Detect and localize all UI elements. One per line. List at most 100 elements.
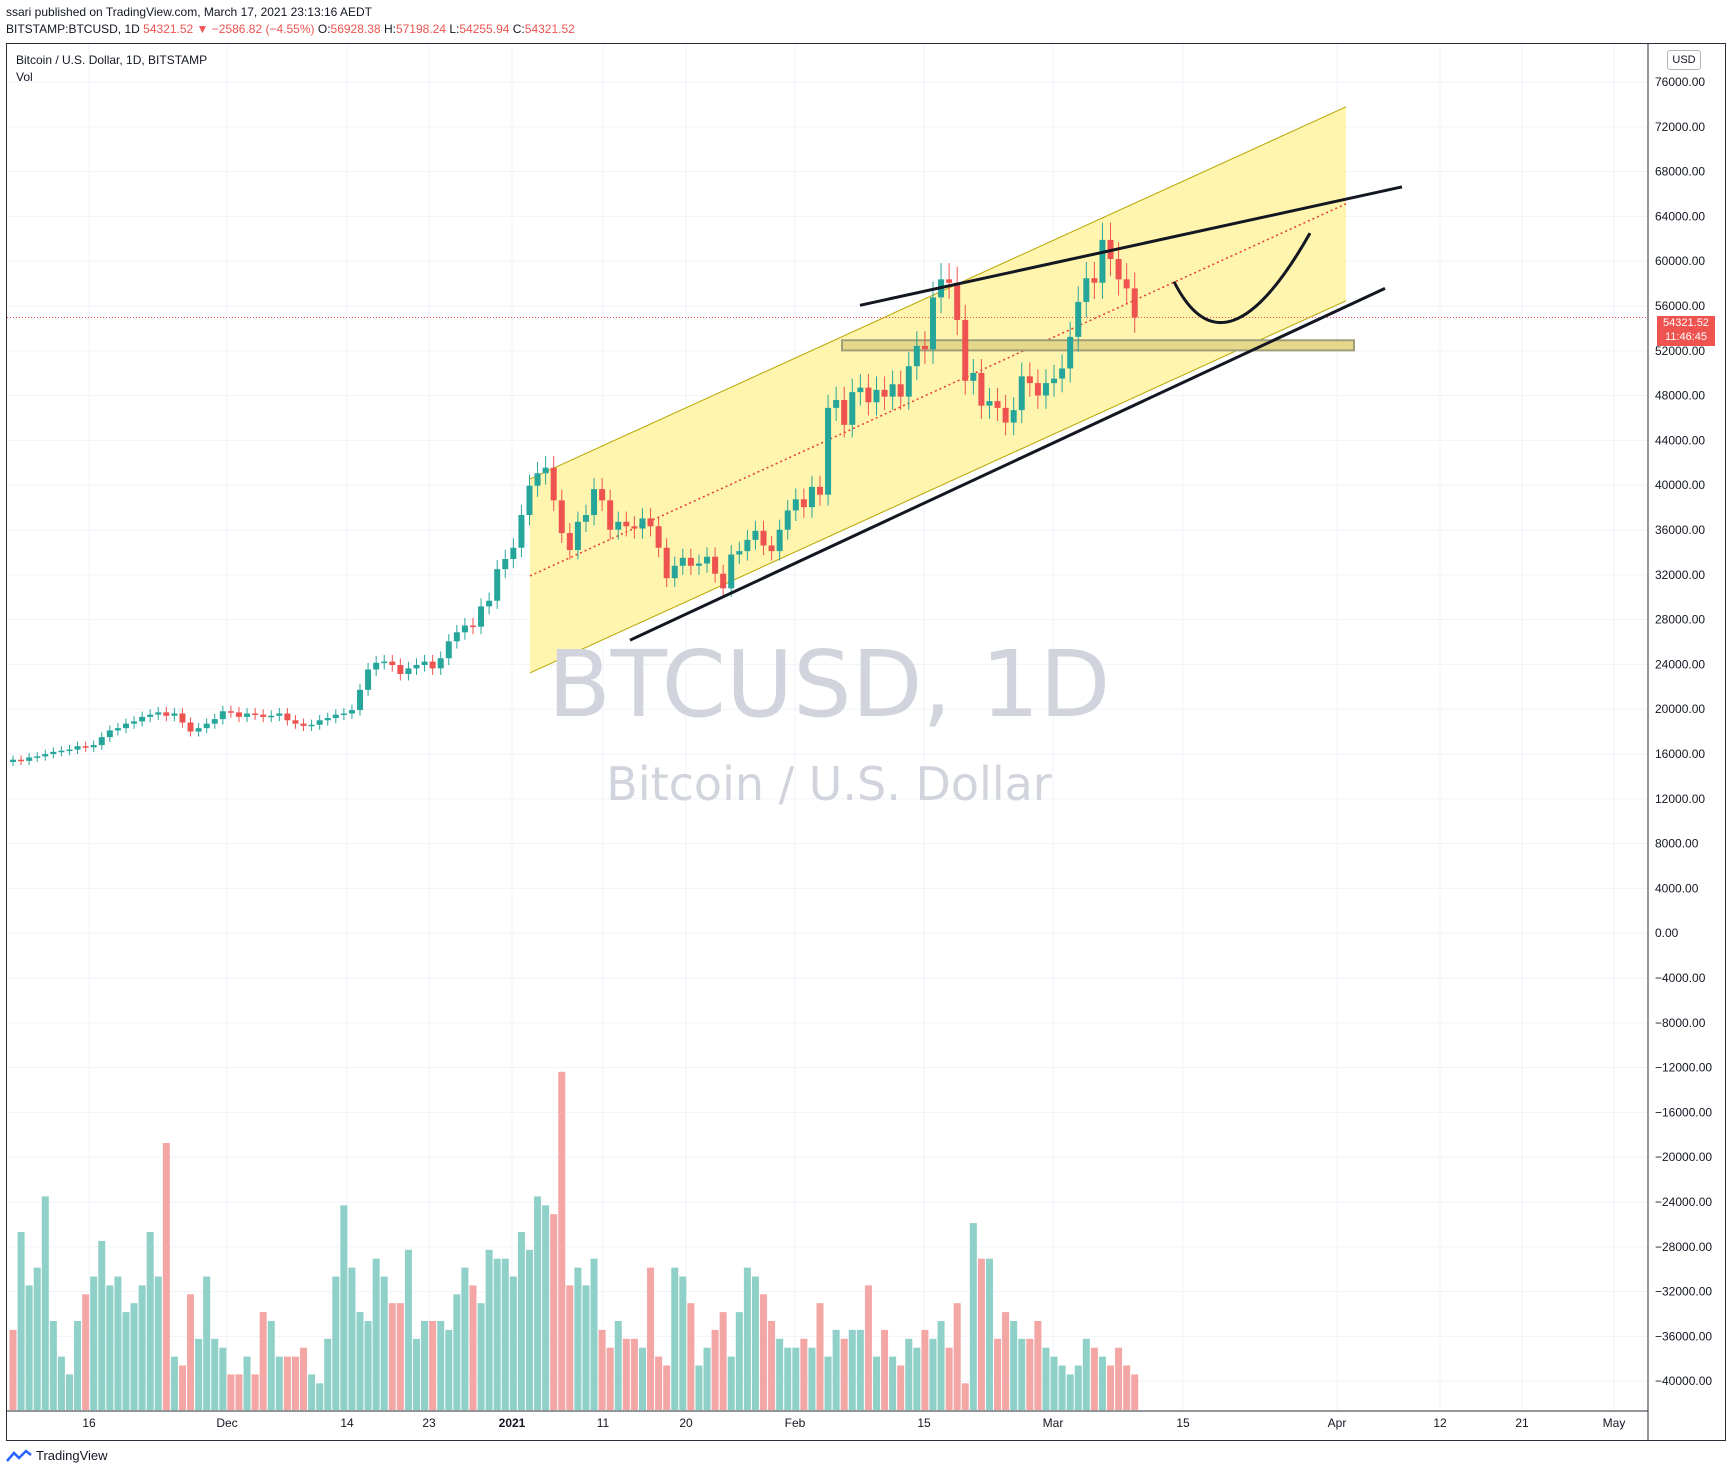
open-value: 56928.38	[330, 22, 381, 36]
candle-body	[582, 515, 589, 522]
volume-bar	[445, 1329, 453, 1410]
volume-bar	[614, 1321, 622, 1410]
volume-bar	[743, 1267, 751, 1410]
volume-bar	[501, 1258, 509, 1410]
candle	[413, 658, 420, 675]
volume-bar	[251, 1374, 259, 1410]
candle	[453, 624, 460, 649]
candle-body	[155, 712, 162, 715]
candle	[817, 475, 823, 506]
candle	[768, 535, 775, 561]
candle	[776, 519, 783, 561]
ohlc-line: BITSTAMP:BTCUSD, 1D 54321.52 ▼ −2586.82 …	[6, 22, 575, 36]
volume-bar	[300, 1347, 308, 1410]
candle	[211, 713, 218, 729]
currency-button[interactable]: USD	[1667, 50, 1701, 70]
support-zone	[841, 339, 1355, 352]
price-tag-countdown: 11:46:45	[1664, 331, 1707, 343]
candle-body	[639, 518, 646, 529]
price-tick-label: −16000.00	[1655, 1105, 1712, 1119]
candle	[752, 520, 759, 550]
candle-body	[792, 499, 799, 511]
volume-bar	[953, 1303, 961, 1410]
candle-body	[227, 711, 234, 713]
footer-brand[interactable]: TradingView	[6, 1448, 108, 1463]
candle-body	[478, 606, 485, 627]
price-tick-label: 52000.00	[1655, 344, 1705, 358]
candle-body	[954, 282, 961, 320]
candle	[90, 740, 97, 752]
candle	[526, 474, 533, 526]
candle-body	[1099, 239, 1106, 283]
candle-body	[1131, 288, 1138, 318]
volume-bar	[106, 1285, 114, 1410]
volume-bar	[679, 1276, 687, 1410]
volume-bar	[372, 1258, 380, 1410]
price-tick-label: 60000.00	[1655, 254, 1705, 268]
candle	[429, 654, 436, 675]
candle	[631, 516, 638, 539]
candle-body	[518, 515, 525, 548]
candle	[502, 549, 509, 579]
candle	[833, 386, 840, 421]
candle-body	[574, 521, 581, 550]
volume-bar	[396, 1303, 404, 1410]
price-tick-label: 32000.00	[1655, 568, 1705, 582]
volume-bar	[719, 1312, 727, 1410]
candle	[582, 504, 589, 533]
candle	[252, 708, 259, 721]
candle	[461, 617, 468, 640]
candle	[235, 706, 242, 723]
candle	[1059, 354, 1066, 393]
candle-body	[90, 745, 97, 748]
volume-bar	[1082, 1338, 1090, 1410]
candle	[760, 520, 767, 556]
candle	[550, 456, 557, 512]
candle-body	[365, 669, 372, 690]
time-tick-label: 2021	[499, 1416, 526, 1430]
candle-body	[978, 372, 985, 406]
candle	[913, 331, 920, 381]
candle	[897, 370, 904, 410]
volume-bar	[961, 1383, 969, 1410]
watermark-description: Bitcoin / U.S. Dollar	[606, 757, 1052, 811]
candle-body	[235, 712, 242, 717]
volume-bar	[727, 1356, 735, 1410]
candle-body	[405, 668, 412, 675]
candle-body	[268, 715, 275, 718]
price-tick-label: 64000.00	[1655, 209, 1705, 223]
volume-bar	[340, 1205, 348, 1410]
candle	[187, 717, 194, 737]
candle	[655, 516, 662, 558]
candle-body	[381, 661, 388, 664]
candle-body	[776, 529, 783, 552]
price-tick-label: −12000.00	[1655, 1061, 1712, 1075]
volume-bar	[1050, 1356, 1058, 1410]
candle-body	[1067, 336, 1074, 369]
candle-body	[397, 665, 404, 675]
volume-bar	[211, 1338, 219, 1410]
price-tick-label: 16000.00	[1655, 747, 1705, 761]
candle	[542, 456, 549, 485]
candle-body	[986, 401, 993, 406]
volume-bar	[380, 1276, 388, 1410]
candle	[292, 715, 299, 729]
candle-body	[66, 749, 73, 752]
volume-bar	[550, 1214, 558, 1410]
volume-bar	[154, 1276, 162, 1410]
candle	[518, 504, 525, 558]
candle	[324, 712, 331, 726]
candle-body	[260, 714, 267, 717]
volume-bar	[881, 1329, 889, 1410]
candle	[615, 511, 622, 540]
candle-body	[50, 751, 57, 755]
price-axis: 76000.00 72000.00 68000.00 64000.00 60000.00…	[1655, 75, 1712, 1388]
candle	[114, 723, 121, 736]
candle-body	[962, 319, 969, 381]
candle-body	[542, 467, 549, 474]
candle-body	[534, 473, 541, 486]
candle-body	[332, 714, 339, 719]
volume-bar	[138, 1285, 146, 1410]
candle	[986, 387, 993, 419]
